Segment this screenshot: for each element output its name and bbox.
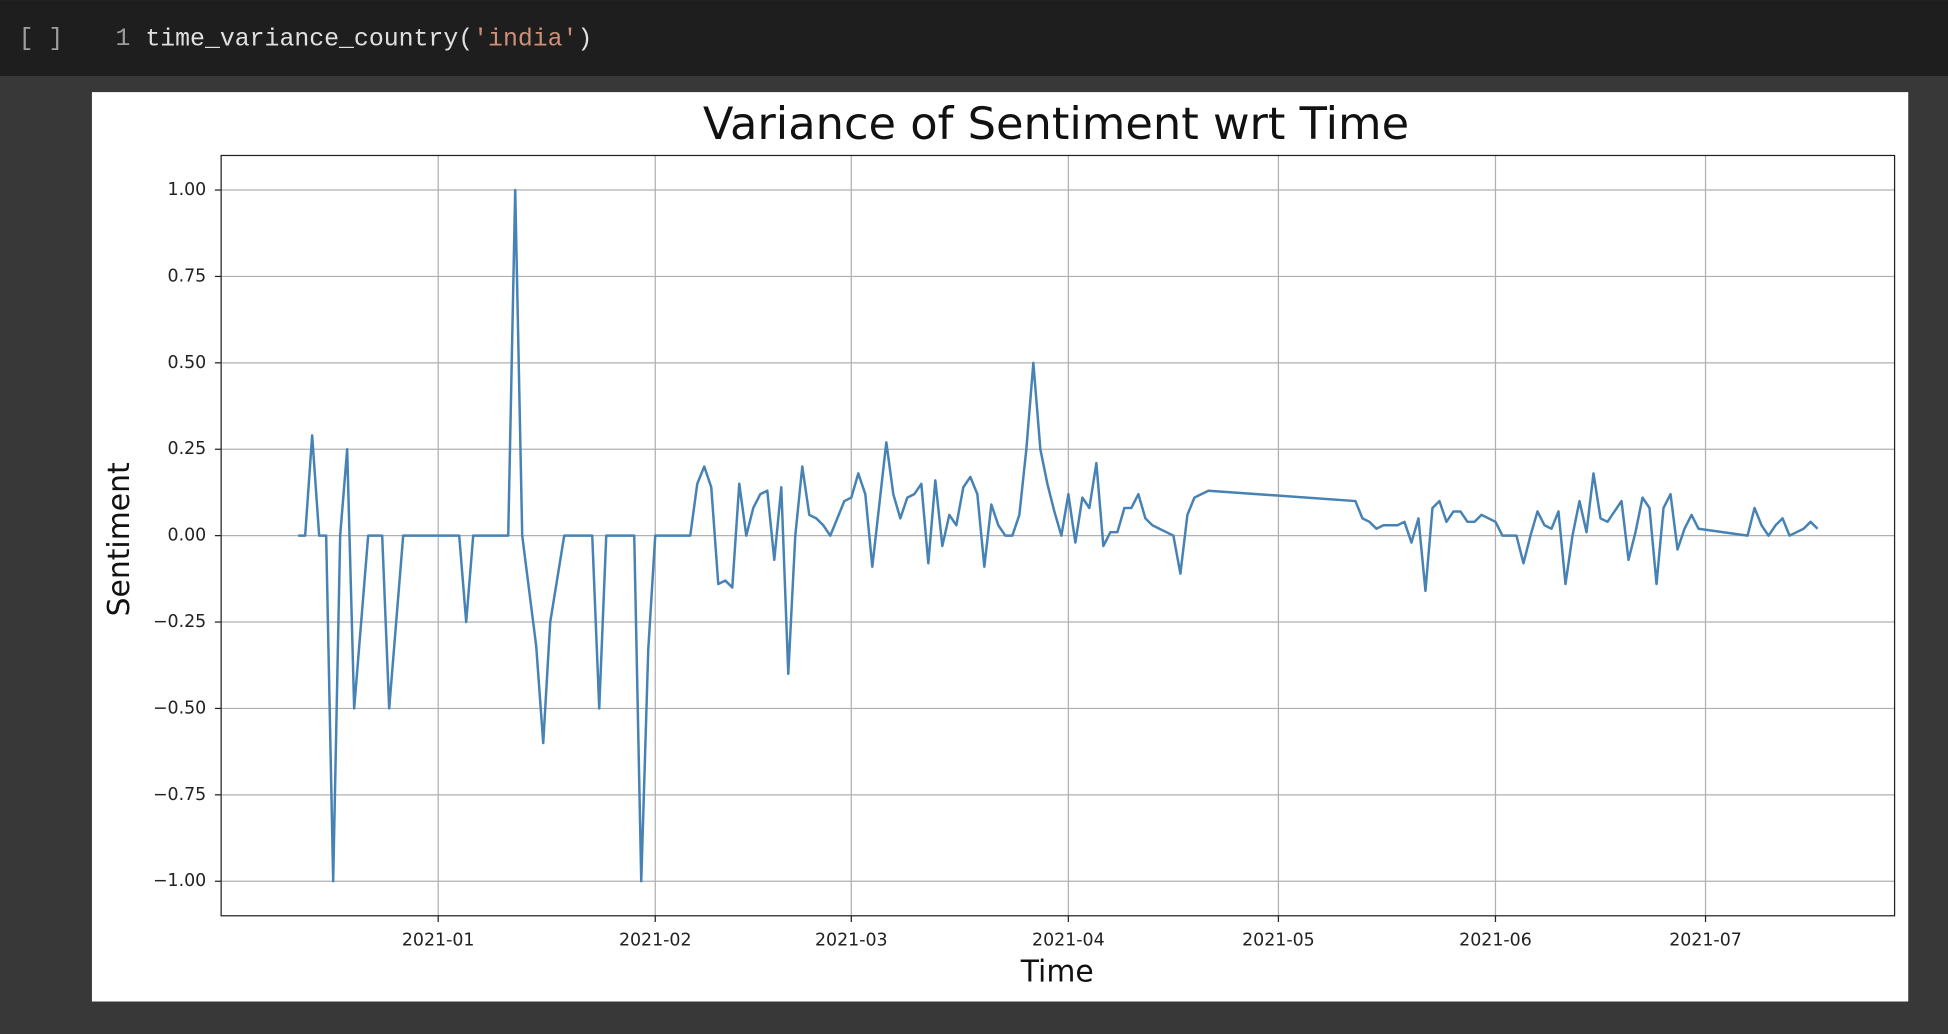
- y-tick-label: 0.00: [168, 526, 207, 546]
- x-tick-label: 2021-06: [1459, 931, 1532, 951]
- code-cell[interactable]: [0, 0, 1948, 76]
- code-argument: 'india': [473, 25, 577, 53]
- y-axis-label: Sentiment: [102, 462, 137, 616]
- code-line[interactable]: time_variance_country('india'): [145, 25, 592, 53]
- x-tick-label: 2021-05: [1242, 931, 1315, 951]
- x-tick-label: 2021-04: [1032, 931, 1105, 951]
- code-close: ): [577, 25, 592, 53]
- run-prompt[interactable]: [ ]: [19, 25, 64, 53]
- output-figure: [91, 92, 1909, 1002]
- code-function: time_variance_country(: [145, 25, 473, 53]
- axes-frame: [220, 154, 1896, 917]
- y-tick-label: −0.75: [153, 785, 206, 805]
- plot: −1.00 −0.75 −0.50 −0.25 0.00 0.25 0.50 0.75 1.00…: [153, 155, 1895, 951]
- y-tick-label: 0.25: [168, 439, 207, 459]
- y-tick-label: 1.00: [168, 180, 207, 200]
- x-tick-label: 2021-01: [402, 931, 475, 951]
- y-tick-label: −1.00: [153, 871, 206, 891]
- data-line: [298, 188, 1819, 883]
- y-tick-label: −0.50: [153, 698, 206, 718]
- y-tick-label: −0.25: [153, 612, 206, 632]
- chart-title: Variance of Sentiment wrt Time: [703, 97, 1409, 150]
- line-number: 1: [116, 25, 131, 53]
- x-tick-label: 2021-07: [1669, 931, 1742, 951]
- x-tick-label: 2021-02: [619, 931, 692, 951]
- x-tick-label: 2021-03: [815, 931, 888, 951]
- y-tick-label: 0.75: [168, 266, 207, 286]
- x-axis-label: Time: [1020, 954, 1094, 989]
- y-tick-label: 0.50: [168, 353, 207, 373]
